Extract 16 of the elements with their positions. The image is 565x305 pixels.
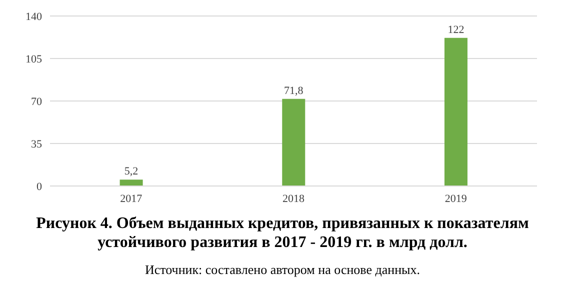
text: Источник: составлено автором на основе данных. (144, 262, 422, 278)
bar (444, 38, 468, 186)
bar (120, 180, 143, 186)
x-tick-label: 2019 (444, 192, 468, 205)
y-tick-label: 0 (36, 180, 42, 193)
y-tick-label: 105 (26, 53, 42, 66)
data-label: 5,2 (124, 166, 138, 178)
y-tick-label: 35 (31, 138, 42, 150)
data-label: 71,8 (284, 84, 304, 97)
y-tick-label: 70 (31, 96, 42, 108)
x-tick-label: 2018 (282, 192, 305, 205)
y-tick-label: 140 (26, 10, 42, 23)
x-tick-label: 2017 (120, 192, 143, 205)
text: Рисунок 4. Объем выданных кредитов, привязанных к показателям устойчивого развития в 2017 - 2019 гг. в млрд долл. (35, 214, 530, 252)
data-label: 122 (448, 24, 464, 36)
bar (282, 98, 306, 186)
